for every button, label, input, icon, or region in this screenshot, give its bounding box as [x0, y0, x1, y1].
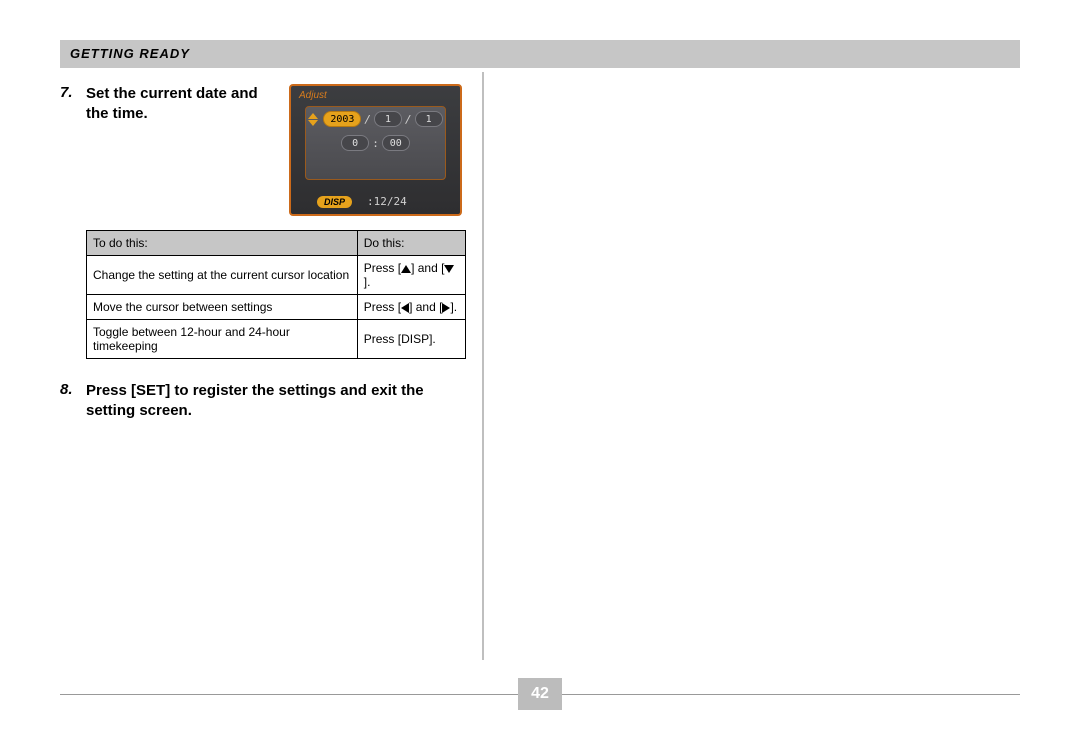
day-field: 1 — [415, 111, 443, 127]
table-cell-left: Toggle between 12-hour and 24-hour timek… — [87, 320, 358, 359]
table-header-row: To do this: Do this: — [87, 231, 466, 256]
column-divider — [482, 72, 484, 660]
col-header-left: To do this: — [87, 231, 358, 256]
table-cell-right: Press [] and []. — [357, 256, 465, 295]
triangle-down-icon — [444, 265, 454, 273]
table-row: Move the cursor between settings Press [… — [87, 295, 466, 320]
table-row: Toggle between 12-hour and 24-hour timek… — [87, 320, 466, 359]
disp-value: :12/24 — [367, 195, 407, 208]
lcd-panel: 2003 / 1 / 1 0 : 00 — [305, 106, 446, 180]
month-field: 1 — [374, 111, 402, 127]
col-header-right: Do this: — [357, 231, 465, 256]
step-text: Press [SET] to register the settings and… — [86, 381, 462, 420]
triangle-left-icon — [401, 303, 409, 313]
step-text: Set the current date and the time. — [86, 84, 275, 216]
step-8: 8. Press [SET] to register the settings … — [60, 381, 462, 420]
step-number: 8. — [60, 381, 86, 420]
date-line: 2003 / 1 / 1 — [308, 111, 442, 127]
camera-lcd-illustration: Adjust 2003 / 1 / 1 — [289, 84, 462, 216]
manual-page: GETTING READY 7. Set the current date an… — [60, 40, 1020, 720]
left-column: 7. Set the current date and the time. Ad… — [60, 72, 474, 660]
footer-rule — [562, 694, 1020, 695]
colon-icon: : — [372, 137, 379, 150]
updown-arrows-icon — [308, 113, 318, 126]
time-line: 0 : 00 — [341, 135, 410, 151]
step-7: 7. Set the current date and the time. Ad… — [60, 84, 462, 216]
step-number: 7. — [60, 84, 86, 216]
triangle-up-icon — [401, 265, 411, 273]
instruction-table: To do this: Do this: Change the setting … — [86, 230, 466, 359]
hour-field: 0 — [341, 135, 369, 151]
year-field: 2003 — [323, 111, 361, 127]
table-cell-right: Press [DISP]. — [357, 320, 465, 359]
page-number: 42 — [518, 678, 562, 710]
page-footer: 42 — [60, 678, 1020, 710]
table-row: Change the setting at the current cursor… — [87, 256, 466, 295]
footer-rule — [60, 694, 518, 695]
table-cell-right: Press [] and []. — [357, 295, 465, 320]
minute-field: 00 — [382, 135, 410, 151]
right-column — [492, 72, 1020, 660]
disp-label: DISP — [317, 196, 352, 208]
slash-icon: / — [364, 113, 371, 126]
two-column-layout: 7. Set the current date and the time. Ad… — [60, 72, 1020, 660]
slash-icon: / — [405, 113, 412, 126]
table-cell-left: Move the cursor between settings — [87, 295, 358, 320]
section-header: GETTING READY — [60, 40, 1020, 68]
lcd-title: Adjust — [299, 90, 327, 101]
table-cell-left: Change the setting at the current cursor… — [87, 256, 358, 295]
